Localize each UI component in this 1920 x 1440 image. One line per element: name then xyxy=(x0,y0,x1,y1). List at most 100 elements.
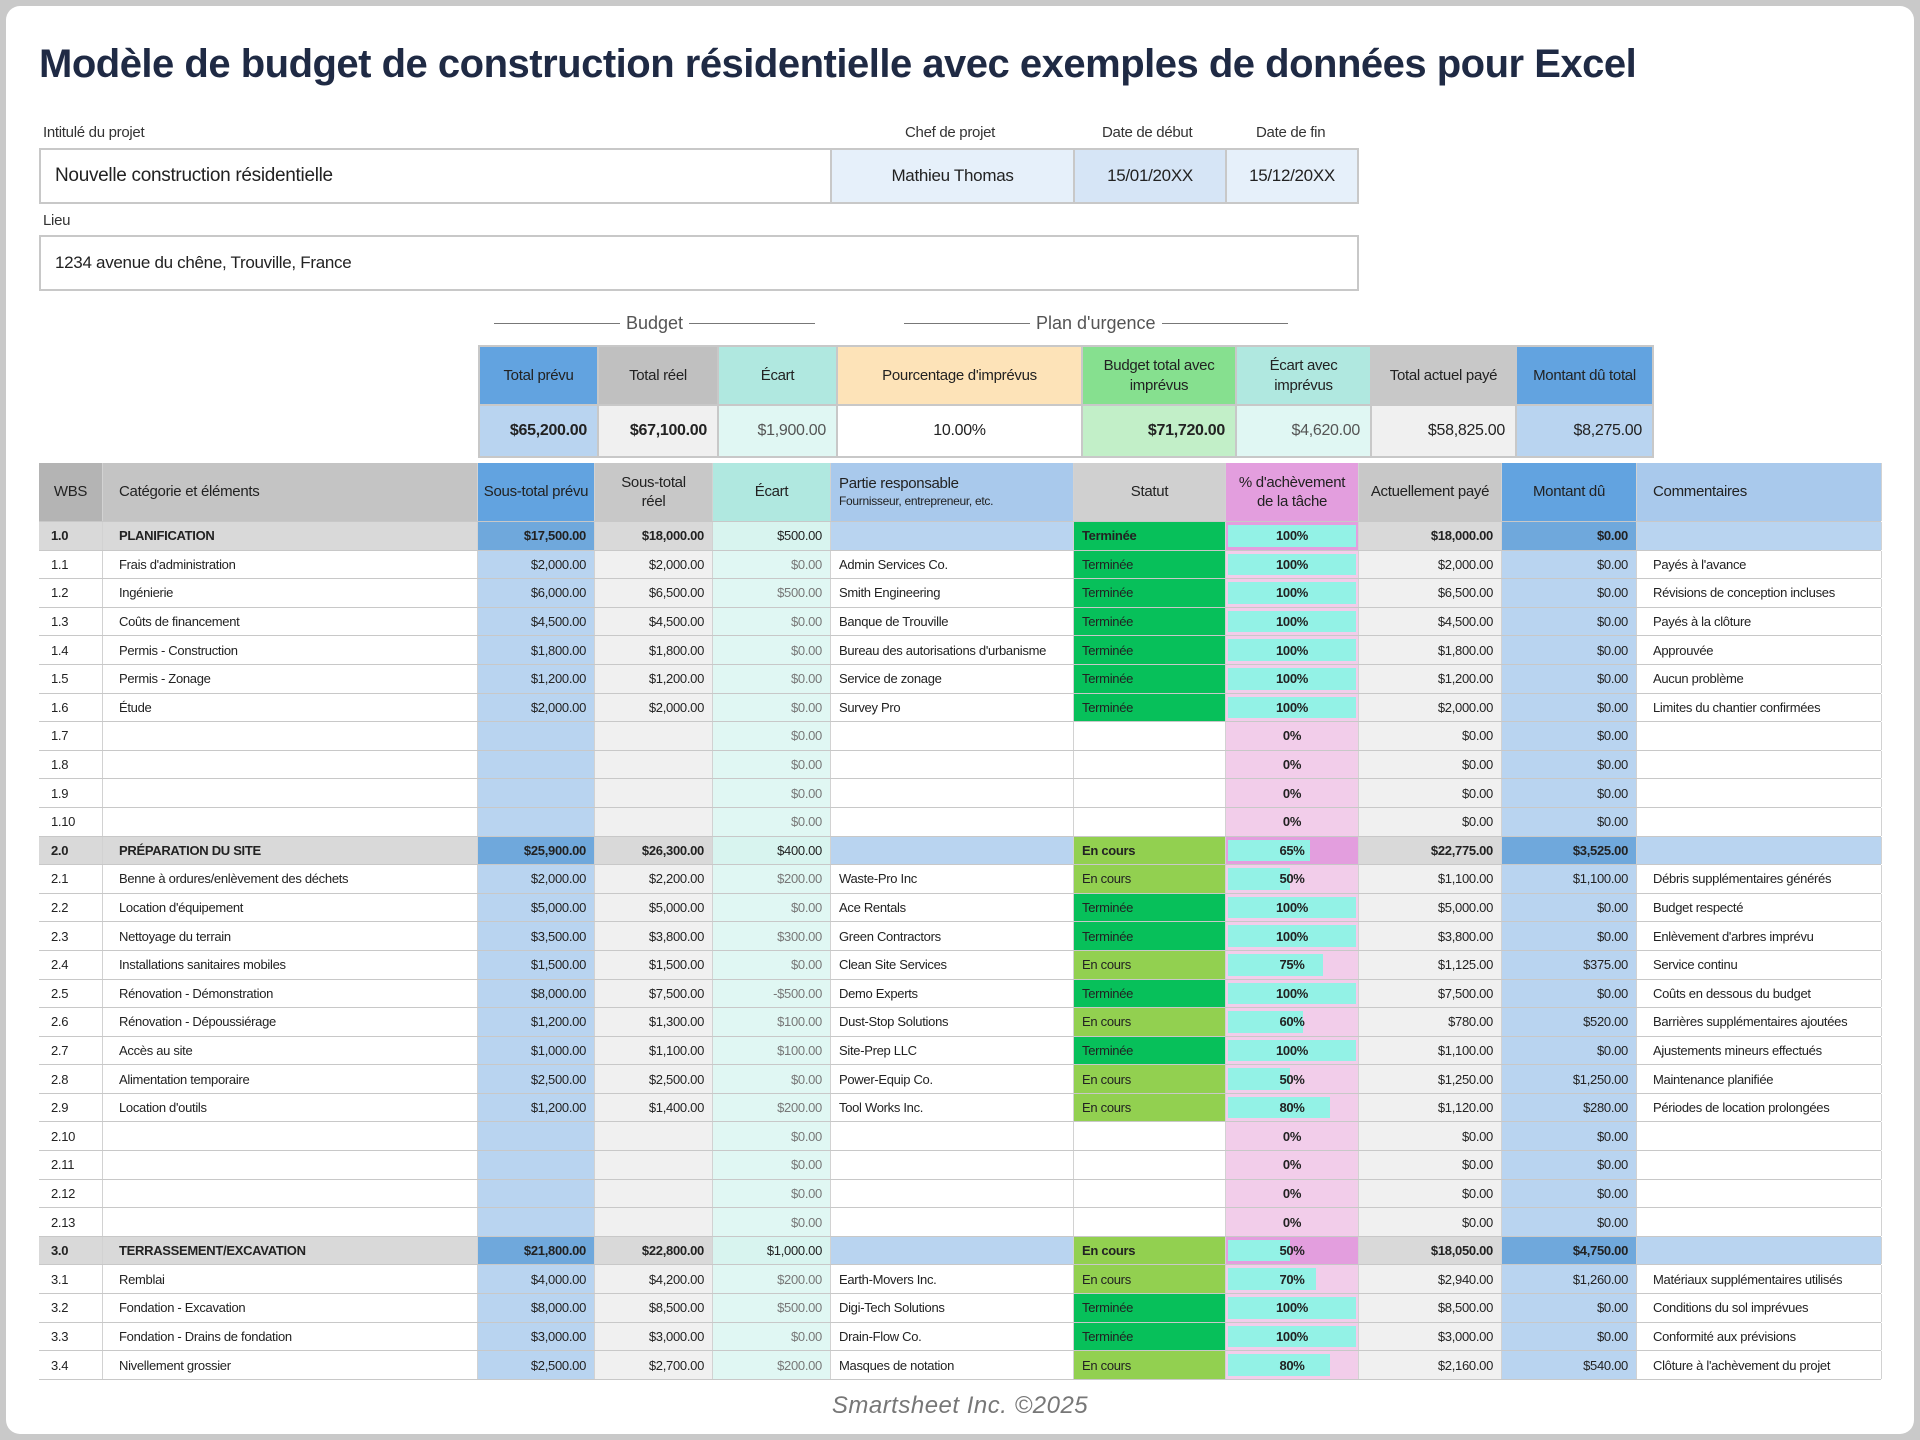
responsible-cell[interactable] xyxy=(831,807,1074,836)
category-cell[interactable]: Location d'équipement xyxy=(103,893,478,922)
category-cell[interactable]: Rénovation - Démonstration xyxy=(103,979,478,1008)
category-cell[interactable] xyxy=(103,750,478,779)
comment-cell[interactable]: Limites du chantier confirmées xyxy=(1637,693,1882,722)
planned-cell[interactable] xyxy=(478,1151,595,1179)
responsible-cell[interactable] xyxy=(831,836,1074,865)
actual-cell[interactable]: $2,500.00 xyxy=(595,1065,713,1093)
comment-cell[interactable] xyxy=(1637,807,1882,836)
responsible-cell[interactable] xyxy=(831,1236,1074,1265)
status-cell[interactable]: En cours xyxy=(1074,1265,1226,1294)
category-cell[interactable]: Rénovation - Dépoussiérage xyxy=(103,1008,478,1036)
planned-cell[interactable] xyxy=(478,1208,595,1236)
status-cell[interactable]: En cours xyxy=(1074,865,1226,893)
actual-cell[interactable] xyxy=(595,722,713,750)
status-cell[interactable]: En cours xyxy=(1074,1236,1226,1265)
comment-cell[interactable]: Approuvée xyxy=(1637,636,1882,664)
wbs-cell[interactable]: 2.13 xyxy=(39,1208,103,1236)
actual-cell[interactable]: $1,100.00 xyxy=(595,1036,713,1065)
actual-cell[interactable]: $3,800.00 xyxy=(595,922,713,950)
actual-cell[interactable]: $3,000.00 xyxy=(595,1322,713,1351)
comment-cell[interactable] xyxy=(1637,779,1882,807)
planned-cell[interactable] xyxy=(478,779,595,807)
comment-cell[interactable] xyxy=(1637,750,1882,779)
status-cell[interactable]: En cours xyxy=(1074,1093,1226,1122)
status-cell[interactable] xyxy=(1074,779,1226,807)
actual-cell[interactable]: $4,200.00 xyxy=(595,1265,713,1294)
category-cell[interactable]: Fondation - Excavation xyxy=(103,1294,478,1322)
comment-cell[interactable] xyxy=(1637,836,1882,865)
planned-cell[interactable]: $1,200.00 xyxy=(478,1008,595,1036)
actual-cell[interactable]: $4,500.00 xyxy=(595,607,713,636)
planned-cell[interactable]: $3,000.00 xyxy=(478,1322,595,1351)
status-cell[interactable] xyxy=(1074,750,1226,779)
comment-cell[interactable]: Conformité aux prévisions xyxy=(1637,1322,1882,1351)
comment-cell[interactable]: Débris supplémentaires générés xyxy=(1637,865,1882,893)
responsible-cell[interactable]: Dust-Stop Solutions xyxy=(831,1008,1074,1036)
planned-cell[interactable]: $4,000.00 xyxy=(478,1265,595,1294)
responsible-cell[interactable] xyxy=(831,1179,1074,1208)
responsible-cell[interactable]: Bureau des autorisations d'urbanisme xyxy=(831,636,1074,664)
planned-cell[interactable] xyxy=(478,1122,595,1151)
wbs-cell[interactable]: 2.7 xyxy=(39,1036,103,1065)
wbs-cell[interactable]: 3.1 xyxy=(39,1265,103,1294)
responsible-cell[interactable]: Demo Experts xyxy=(831,979,1074,1008)
category-cell[interactable]: TERRASSEMENT/EXCAVATION xyxy=(103,1236,478,1265)
wbs-cell[interactable]: 3.0 xyxy=(39,1236,103,1265)
responsible-cell[interactable] xyxy=(831,1151,1074,1179)
planned-cell[interactable]: $8,000.00 xyxy=(478,979,595,1008)
actual-cell[interactable] xyxy=(595,779,713,807)
wbs-cell[interactable]: 1.7 xyxy=(39,722,103,750)
category-cell[interactable]: Étude xyxy=(103,693,478,722)
category-cell[interactable] xyxy=(103,1151,478,1179)
actual-cell[interactable]: $1,800.00 xyxy=(595,636,713,664)
actual-cell[interactable]: $22,800.00 xyxy=(595,1236,713,1265)
actual-cell[interactable]: $18,000.00 xyxy=(595,522,713,550)
wbs-cell[interactable]: 2.8 xyxy=(39,1065,103,1093)
planned-cell[interactable]: $8,000.00 xyxy=(478,1294,595,1322)
status-cell[interactable]: Terminée xyxy=(1074,579,1226,607)
actual-cell[interactable] xyxy=(595,1151,713,1179)
category-cell[interactable]: Permis - Zonage xyxy=(103,664,478,693)
status-cell[interactable]: En cours xyxy=(1074,836,1226,865)
planned-cell[interactable]: $2,000.00 xyxy=(478,550,595,579)
category-cell[interactable] xyxy=(103,1208,478,1236)
status-cell[interactable]: Terminée xyxy=(1074,1294,1226,1322)
responsible-cell[interactable]: Digi-Tech Solutions xyxy=(831,1294,1074,1322)
status-cell[interactable]: Terminée xyxy=(1074,550,1226,579)
comment-cell[interactable]: Coûts en dessous du budget xyxy=(1637,979,1882,1008)
category-cell[interactable]: Accès au site xyxy=(103,1036,478,1065)
status-cell[interactable]: Terminée xyxy=(1074,636,1226,664)
actual-cell[interactable]: $1,400.00 xyxy=(595,1093,713,1122)
category-cell[interactable]: Ingénierie xyxy=(103,579,478,607)
actual-cell[interactable]: $2,000.00 xyxy=(595,550,713,579)
comment-cell[interactable] xyxy=(1637,1208,1882,1236)
planned-cell[interactable]: $2,500.00 xyxy=(478,1065,595,1093)
responsible-cell[interactable]: Survey Pro xyxy=(831,693,1074,722)
status-cell[interactable]: En cours xyxy=(1074,950,1226,979)
comment-cell[interactable]: Matériaux supplémentaires utilisés xyxy=(1637,1265,1882,1294)
location-field[interactable]: 1234 avenue du chêne, Trouville, France xyxy=(39,235,1359,291)
comment-cell[interactable]: Maintenance planifiée xyxy=(1637,1065,1882,1093)
comment-cell[interactable]: Révisions de conception incluses xyxy=(1637,579,1882,607)
planned-cell[interactable]: $2,000.00 xyxy=(478,865,595,893)
responsible-cell[interactable]: Green Contractors xyxy=(831,922,1074,950)
status-cell[interactable] xyxy=(1074,807,1226,836)
planned-cell[interactable]: $1,200.00 xyxy=(478,1093,595,1122)
wbs-cell[interactable]: 2.9 xyxy=(39,1093,103,1122)
responsible-cell[interactable]: Ace Rentals xyxy=(831,893,1074,922)
planned-cell[interactable] xyxy=(478,750,595,779)
category-cell[interactable] xyxy=(103,1122,478,1151)
comment-cell[interactable] xyxy=(1637,522,1882,550)
wbs-cell[interactable]: 3.2 xyxy=(39,1294,103,1322)
responsible-cell[interactable]: Power-Equip Co. xyxy=(831,1065,1074,1093)
actual-cell[interactable]: $2,200.00 xyxy=(595,865,713,893)
responsible-cell[interactable]: Tool Works Inc. xyxy=(831,1093,1074,1122)
wbs-cell[interactable]: 2.10 xyxy=(39,1122,103,1151)
wbs-cell[interactable]: 2.2 xyxy=(39,893,103,922)
status-cell[interactable]: Terminée xyxy=(1074,893,1226,922)
wbs-cell[interactable]: 3.3 xyxy=(39,1322,103,1351)
actual-cell[interactable]: $1,500.00 xyxy=(595,950,713,979)
status-cell[interactable]: En cours xyxy=(1074,1008,1226,1036)
wbs-cell[interactable]: 1.5 xyxy=(39,664,103,693)
actual-cell[interactable]: $2,000.00 xyxy=(595,693,713,722)
